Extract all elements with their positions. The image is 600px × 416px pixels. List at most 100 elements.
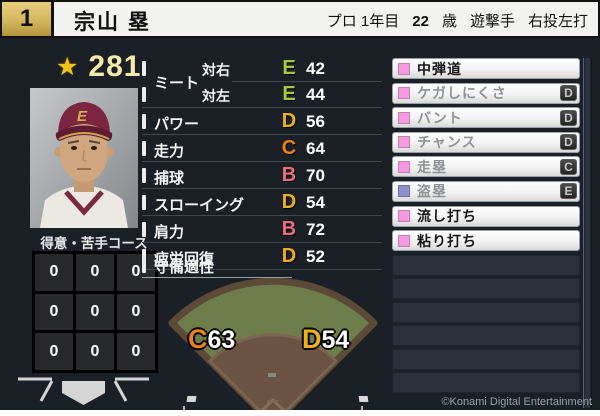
ability-type-icon (398, 185, 410, 198)
ability-type-icon (398, 111, 410, 124)
ability-trajectory: 中弾道 (392, 58, 580, 79)
player-number-box: 1 (2, 2, 54, 36)
ability-label: チャンス (417, 134, 477, 151)
grade-letter: C (281, 137, 297, 159)
ability-type-icon (398, 160, 410, 173)
stat-row-vs-right: 対右 E 42 (142, 56, 382, 82)
ability-type-icon (398, 87, 410, 100)
position-rating-second-base: D 54 (302, 324, 349, 355)
scrollbar-thumb[interactable] (585, 58, 590, 408)
ability-label: ケガしにくさ (417, 85, 507, 102)
ability-injury-resistance: ケガしにくさ D (392, 82, 580, 104)
age-value: 22 (412, 13, 429, 30)
ability-row-empty (392, 254, 580, 276)
player-name: 宗山 塁 (74, 11, 151, 34)
position-value: 54 (321, 326, 350, 354)
player-photo: E (30, 88, 138, 228)
stat-row-vs-left: 対左 E 44 (142, 82, 382, 108)
grade-letter: D (281, 191, 297, 213)
tenure-text: プロ 1年目 (326, 13, 400, 30)
stat-label: 疲労回復 (154, 251, 215, 268)
star-icon: ★ (56, 53, 79, 81)
stat-bar (142, 114, 146, 129)
stat-bar (142, 195, 146, 210)
stat-value: 64 (306, 139, 325, 158)
zone-cell: 0 (76, 254, 114, 291)
position-grade: C (188, 324, 208, 354)
stat-bar (142, 258, 146, 273)
ability-row-empty (392, 278, 580, 300)
stat-bar (142, 249, 146, 264)
stat-value: 70 (306, 166, 325, 185)
stat-label: パワー (154, 116, 200, 133)
ability-grade-badge: C (560, 158, 577, 175)
ability-label: 流し打ち (417, 208, 477, 225)
svg-text:E: E (77, 108, 88, 125)
stat-label: 肩力 (154, 224, 185, 241)
player-number: 1 (19, 5, 34, 32)
abilities-scrollbar[interactable] (583, 58, 592, 408)
ability-label: 中弾道 (417, 60, 462, 77)
stat-value: 42 (306, 59, 325, 78)
zone-cell: 0 (117, 293, 155, 331)
stat-label: 捕球 (154, 170, 185, 187)
stat-bar (142, 168, 146, 183)
grade-letter: D (281, 245, 297, 267)
stat-bar (142, 87, 146, 102)
player-portrait-drawing: E (30, 88, 138, 228)
ability-tenacious-hitting: 粘り打ち (392, 230, 580, 252)
stat-bar (142, 141, 146, 156)
grade-letter: B (281, 218, 297, 240)
grade-letter: D (281, 110, 297, 132)
stat-value: 44 (306, 85, 325, 104)
grade-letter: E (282, 83, 296, 105)
grade-letter: E (282, 57, 296, 79)
defense-field-diagram: C 63 D 54 (146, 277, 400, 410)
zone-cell: 0 (76, 333, 114, 370)
throw-bat-text: 右投左打 (527, 13, 588, 30)
stats-panel: ミート 対右 E 42 対左 E 44 パワー D 56 走力 C (142, 56, 382, 296)
ability-row-empty (392, 372, 580, 394)
ability-row-empty (392, 348, 580, 370)
zone-cell: 0 (35, 333, 73, 370)
header-bar: 1 宗山 塁 プロ 1年目 22 歳 遊撃手 右投左打 (0, 0, 600, 38)
zone-cell: 0 (76, 293, 114, 331)
vs-right-label: 対右 (202, 62, 230, 78)
ability-grade-badge: E (560, 183, 577, 200)
ability-label: 盗塁 (417, 183, 447, 200)
position-value: 63 (207, 326, 236, 354)
stat-label: スローイング (154, 197, 245, 214)
home-plate-diagram (18, 377, 149, 405)
ability-stealing: 盗塁 E (392, 180, 580, 202)
row-separator (232, 81, 382, 82)
defense-aptitude-label: 守備適性 (154, 259, 215, 276)
zone-grid-title: 得意・苦手コース (40, 236, 148, 251)
ability-row-empty (392, 325, 580, 347)
ability-type-icon (398, 62, 410, 75)
stat-value: 52 (306, 247, 325, 266)
ability-label: 粘り打ち (417, 232, 477, 249)
zone-cell: 0 (117, 333, 155, 370)
ability-chance: チャンス D (392, 131, 580, 153)
defense-aptitude-header: 守備適性 (142, 254, 292, 278)
stat-row-recovery: 疲労回復 D 52 (142, 244, 382, 270)
ability-row-empty (392, 301, 580, 323)
stat-value: 56 (306, 112, 325, 131)
ability-baserunning: 走塁 C (392, 156, 580, 178)
stat-label-meet: ミート (154, 75, 200, 92)
stat-row-catching: 捕球 B 70 (142, 163, 382, 189)
ability-grade-badge: D (560, 85, 577, 102)
ability-type-icon (398, 210, 410, 223)
course-zone-grid: 0 0 0 0 0 0 0 0 0 (32, 251, 158, 373)
stat-row-power: パワー D 56 (142, 109, 382, 135)
ability-bunt: バント D (392, 107, 580, 129)
age-suffix: 歳 (441, 13, 457, 30)
ability-opposite-field-hitting: 流し打ち (392, 205, 580, 227)
stat-bar (142, 61, 146, 76)
position-grade: D (302, 324, 322, 354)
zone-cell: 0 (35, 293, 73, 331)
ability-grade-badge: D (560, 134, 577, 151)
vs-left-label: 対左 (202, 88, 230, 104)
position-rating-shortstop: C 63 (188, 324, 235, 355)
